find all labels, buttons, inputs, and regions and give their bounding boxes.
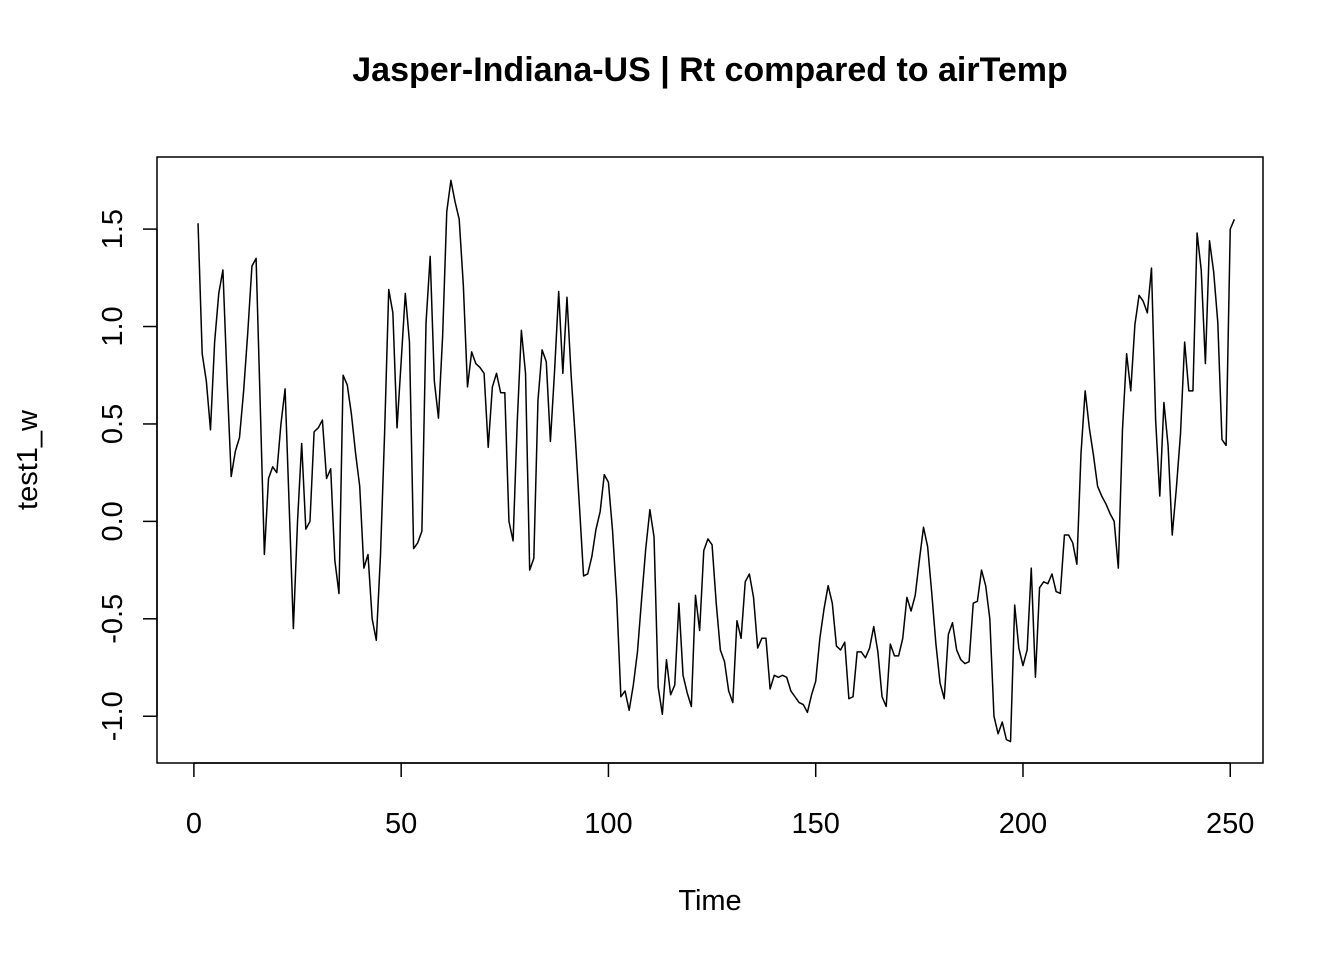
x-tick-label: 150 xyxy=(792,808,840,840)
x-axis-label: Time xyxy=(678,885,741,917)
y-tick-label: 1.0 xyxy=(97,306,129,346)
y-tick-label: 1.5 xyxy=(97,209,129,249)
y-axis-label: test1_w xyxy=(12,409,44,510)
x-tick-label: 0 xyxy=(186,808,202,840)
y-tick-label: 0.0 xyxy=(97,501,129,541)
x-tick-label: 200 xyxy=(999,808,1047,840)
y-tick-label: -1.0 xyxy=(97,691,129,741)
y-tick-label: -0.5 xyxy=(97,594,129,644)
y-axis: -1.0 -0.5 0.0 0.5 1.0 1.5 xyxy=(97,209,158,741)
plot-frame xyxy=(156,156,1264,764)
series-line xyxy=(197,179,1236,743)
y-tick-label: 0.5 xyxy=(97,404,129,444)
x-axis: 0 50 100 150 200 250 xyxy=(186,762,1254,840)
x-tick-label: 100 xyxy=(584,808,632,840)
chart-title: Jasper-Indiana-US | Rt compared to airTe… xyxy=(352,51,1067,89)
x-tick-label: 250 xyxy=(1206,808,1254,840)
x-tick-label: 50 xyxy=(385,808,417,840)
